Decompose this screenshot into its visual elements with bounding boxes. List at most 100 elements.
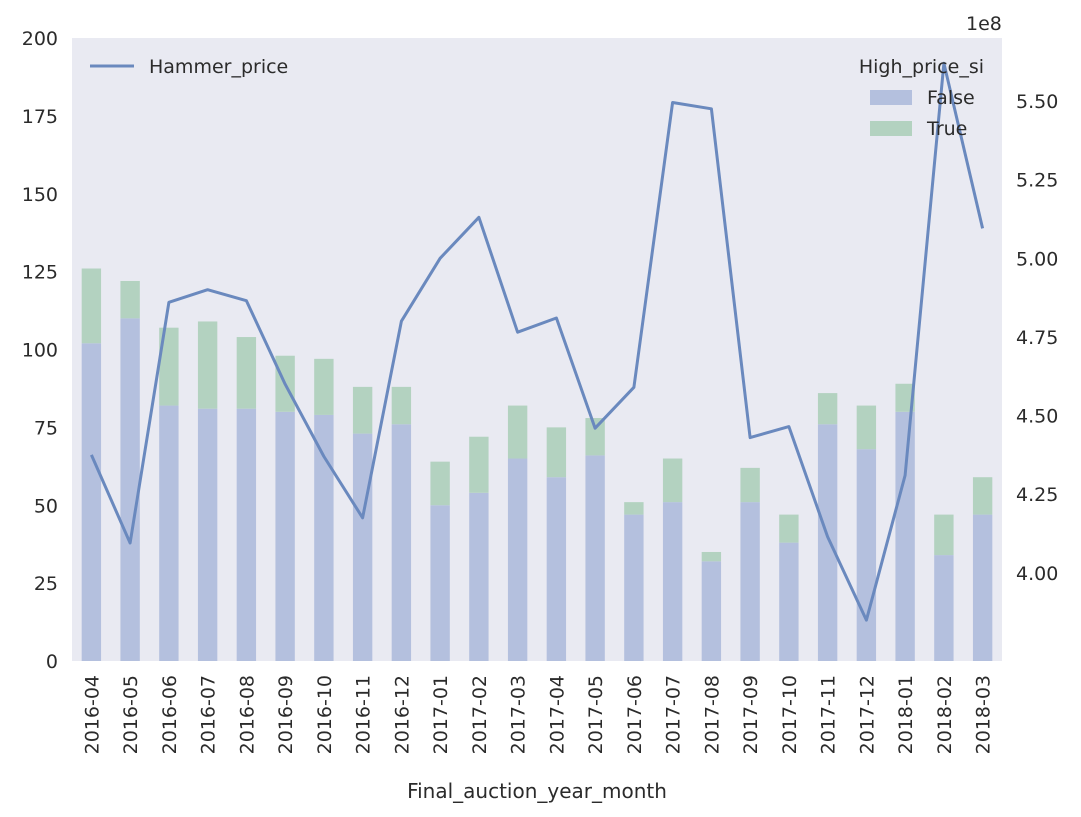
bar-true-2016-07 (197, 321, 218, 409)
left-tick-label: 150 (22, 184, 58, 206)
bar-true-2017-06 (624, 502, 644, 515)
bar-true-2017-01 (430, 461, 450, 506)
x-tick-label: 2017-07 (663, 675, 685, 754)
bar-false-2017-02 (469, 492, 489, 661)
left-y-axis: 0 25 50 75 100 125 150 175 200 (22, 28, 58, 673)
bar-true-2018-02 (934, 514, 954, 556)
right-axis-multiplier: 1e8 (966, 13, 1002, 35)
x-tick-label: 2017-05 (585, 675, 607, 754)
right-tick-label: 4.25 (1016, 484, 1058, 506)
x-tick-label: 2016-12 (391, 675, 413, 754)
bar-true-2017-07 (662, 458, 683, 503)
left-tick-label: 0 (46, 651, 58, 673)
bar-false-2016-06 (159, 405, 179, 661)
x-tick-label: 2017-09 (740, 675, 762, 754)
x-axis-title: Final_auction_year_month (407, 779, 667, 803)
bar-false-2016-12 (391, 424, 412, 661)
bar-false-2017-08 (701, 561, 722, 661)
legend-title: High_price_si (859, 56, 984, 78)
bar-false-2017-09 (740, 502, 760, 661)
bar-true-2016-12 (391, 386, 412, 425)
bar-false-2016-07 (197, 408, 218, 661)
x-tick-label: 2016-11 (353, 675, 375, 754)
bar-layer (81, 268, 993, 661)
bar-false-2017-11 (817, 424, 838, 661)
bar-true-2016-10 (314, 358, 334, 415)
bar-false-2017-12 (856, 449, 877, 661)
x-axis: 2016-04 2016-05 2016-06 2016-07 2016-08 2016-… (81, 675, 994, 754)
left-tick-label: 125 (22, 262, 58, 284)
bar-true-2018-03 (972, 477, 993, 515)
right-tick-label: 5.25 (1016, 170, 1058, 192)
x-tick-label: 2018-01 (895, 675, 917, 754)
x-tick-label: 2017-06 (624, 675, 646, 754)
bar-false-2017-07 (662, 502, 683, 661)
hammer-price-line (90, 61, 985, 622)
right-tick-label: 5.50 (1016, 91, 1058, 113)
bar-false-2017-05 (585, 455, 605, 661)
x-tick-label: 2016-06 (159, 675, 181, 754)
bar-false-2017-03 (507, 458, 528, 661)
plot-area (72, 38, 1002, 661)
left-tick-label: 175 (22, 106, 58, 128)
x-tick-label: 2017-01 (430, 675, 452, 754)
x-tick-label: 2018-03 (973, 675, 995, 754)
legend-swatch-true (870, 121, 912, 136)
x-tick-label: 2016-04 (81, 675, 103, 754)
x-tick-label: 2016-08 (236, 675, 258, 754)
bar-false-2017-01 (430, 505, 450, 661)
x-tick-label: 2016-07 (198, 675, 220, 754)
bar-false-2016-04 (81, 343, 102, 661)
bar-true-2018-01 (895, 383, 915, 412)
left-tick-label: 75 (34, 417, 58, 439)
bar-true-2016-11 (352, 386, 373, 434)
left-tick-label: 50 (34, 495, 58, 517)
right-tick-label: 5.00 (1016, 248, 1058, 270)
x-tick-label: 2016-05 (120, 675, 142, 754)
bar-true-2017-12 (856, 405, 877, 450)
right-tick-label: 4.00 (1016, 563, 1058, 585)
bar-false-2016-05 (120, 318, 140, 661)
right-y-axis: 4.00 4.25 4.50 4.75 5.00 5.25 5.50 (1016, 91, 1058, 585)
bar-false-2016-09 (275, 411, 295, 661)
bar-true-2017-09 (740, 467, 760, 503)
bar-false-2016-10 (314, 414, 334, 661)
bar-true-2016-08 (236, 337, 257, 409)
bar-true-2017-04 (546, 427, 567, 478)
right-tick-label: 4.75 (1016, 327, 1058, 349)
legend-label-true: True (926, 118, 967, 140)
bar-false-2018-02 (934, 555, 954, 661)
x-tick-label: 2017-03 (508, 675, 530, 754)
x-tick-label: 2016-09 (275, 675, 297, 754)
bar-true-2017-08 (701, 551, 722, 562)
bar-false-2018-03 (972, 514, 993, 661)
left-tick-label: 200 (22, 28, 58, 50)
bar-true-2016-05 (120, 280, 140, 319)
legend-line-label: Hammer_price (149, 56, 288, 78)
bar-true-2016-04 (81, 268, 102, 344)
bar-true-2017-03 (507, 405, 528, 459)
bar-false-2018-01 (895, 411, 915, 661)
bar-true-2017-10 (779, 514, 799, 543)
right-tick-label: 4.50 (1016, 406, 1058, 428)
left-tick-label: 100 (22, 340, 58, 362)
legend-swatch-false (870, 90, 912, 105)
legend-bars: High_price_si False True (859, 56, 984, 140)
x-tick-label: 2016-10 (314, 675, 336, 754)
bar-false-2016-08 (236, 408, 257, 661)
x-tick-label: 2018-02 (934, 675, 956, 754)
bar-false-2016-11 (352, 433, 373, 661)
bar-true-2016-06 (159, 327, 179, 406)
x-tick-label: 2017-08 (701, 675, 723, 754)
bar-false-2017-06 (624, 514, 644, 661)
bar-false-2017-04 (546, 477, 567, 661)
bar-false-2017-10 (779, 542, 799, 661)
bar-true-2017-05 (585, 418, 605, 456)
x-tick-label: 2017-12 (856, 675, 878, 754)
bar-true-2017-02 (469, 436, 489, 493)
x-tick-label: 2017-02 (469, 675, 491, 754)
x-tick-label: 2017-04 (546, 675, 568, 754)
x-tick-label: 2017-11 (818, 675, 840, 754)
